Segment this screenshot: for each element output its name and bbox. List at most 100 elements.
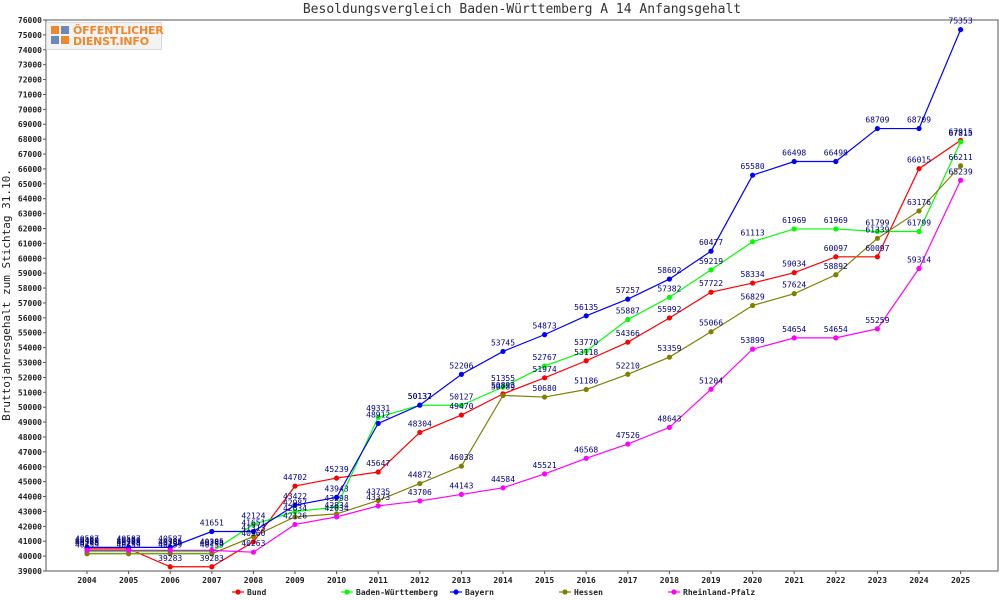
legend-item: Baden-Württemberg: [341, 588, 438, 597]
legend-label: Baden-Württemberg: [356, 588, 438, 597]
data-point: [417, 402, 423, 408]
data-label: 61113: [741, 229, 765, 238]
y-tick-label: 63000: [18, 210, 42, 219]
data-label: 40490: [75, 536, 99, 545]
data-point: [874, 125, 881, 132]
legend-item: Hessen: [559, 588, 603, 597]
y-axis-title: Bruttojahresgehalt zum Stichtag 31.10.: [0, 169, 13, 421]
data-point: [126, 547, 132, 553]
data-label: 40490: [117, 536, 141, 545]
data-point: [292, 521, 298, 528]
data-label: 52210: [616, 361, 640, 370]
data-label: 40385: [200, 537, 224, 546]
data-point: [874, 254, 881, 260]
data-point: [292, 509, 298, 515]
data-label: 50680: [533, 384, 557, 393]
data-label: 53745: [491, 338, 515, 347]
data-label: 40587: [75, 534, 99, 543]
data-point: [84, 547, 90, 553]
data-point: [708, 289, 714, 295]
data-label: 48912: [366, 410, 390, 419]
data-label: 58602: [657, 266, 681, 275]
y-tick-label: 41000: [18, 537, 42, 546]
data-point: [500, 384, 506, 390]
data-label: 40298: [75, 539, 99, 548]
data-point: [916, 166, 922, 172]
data-point: [500, 485, 506, 491]
data-label: 46568: [574, 445, 598, 454]
data-label: 44584: [491, 475, 515, 484]
site-logo: ÖFFENTLICHER DIENST.INFO: [46, 22, 164, 50]
data-point: [958, 163, 964, 169]
x-tick-label: 2015: [535, 576, 554, 585]
data-label: 40298: [158, 539, 182, 548]
data-label: 40385: [75, 537, 99, 546]
data-point: [292, 483, 298, 489]
data-point: [833, 335, 839, 341]
y-tick-label: 73000: [18, 61, 42, 70]
data-label: 57624: [782, 281, 806, 290]
data-point: [542, 471, 548, 477]
data-label: 51974: [533, 365, 557, 374]
data-point: [666, 276, 673, 282]
x-tick-label: 2014: [493, 576, 512, 585]
series-line: [87, 29, 962, 548]
data-label: 42634: [325, 504, 349, 513]
logo-text-line1: ÖFFENTLICHER: [73, 24, 164, 37]
data-label: 41651: [200, 519, 224, 528]
data-point: [708, 386, 714, 392]
data-point: [375, 503, 381, 509]
data-label: 42634: [283, 504, 307, 513]
data-label: 61969: [782, 216, 806, 225]
data-label: 43943: [325, 484, 349, 493]
x-tick-label: 2022: [826, 576, 845, 585]
data-point: [542, 394, 548, 400]
x-tick-label: 2004: [77, 576, 96, 585]
data-point: [708, 248, 714, 254]
data-label: 55887: [616, 307, 640, 316]
data-label: 53359: [657, 344, 681, 353]
y-tick-label: 40000: [18, 552, 42, 561]
x-tick-label: 2021: [785, 576, 804, 585]
data-label: 58892: [824, 262, 848, 271]
data-label: 46038: [449, 453, 473, 462]
y-tick-label: 47000: [18, 448, 42, 457]
data-point: [583, 455, 589, 461]
x-tick-label: 2017: [618, 576, 637, 585]
data-label: 40587: [158, 534, 182, 543]
data-point: [833, 158, 839, 165]
y-tick-label: 74000: [18, 46, 42, 55]
x-tick-label: 2009: [285, 576, 304, 585]
plot-frame: [45, 19, 999, 572]
data-label: 54654: [824, 325, 848, 334]
data-label: 51204: [699, 376, 723, 385]
data-label: 67815: [949, 129, 973, 138]
data-point: [583, 386, 589, 393]
x-tick-label: 2016: [577, 576, 596, 585]
data-label: 53770: [574, 338, 598, 347]
x-tick-label: 2011: [369, 576, 388, 585]
y-tick-label: 57000: [18, 299, 42, 308]
data-label: 43735: [366, 487, 390, 496]
legend-swatch-marker: [344, 589, 350, 595]
x-tick-label: 2007: [202, 576, 221, 585]
y-tick-label: 67000: [18, 150, 42, 159]
data-label: 42124: [241, 511, 265, 520]
data-point: [750, 239, 756, 245]
data-label: 43706: [408, 488, 432, 497]
x-tick-label: 2010: [327, 576, 346, 585]
y-tick-label: 45000: [18, 478, 42, 487]
data-point: [209, 528, 215, 535]
y-tick-label: 70000: [18, 105, 42, 114]
plot-border: [45, 19, 999, 572]
data-point: [958, 27, 964, 33]
data-point: [750, 302, 756, 309]
data-point: [791, 291, 797, 297]
data-label: 60097: [865, 244, 889, 253]
data-point: [791, 335, 797, 341]
legend-label: Hessen: [574, 588, 603, 597]
data-point: [167, 564, 173, 570]
data-point: [209, 547, 215, 553]
series-bayern: [84, 27, 964, 550]
